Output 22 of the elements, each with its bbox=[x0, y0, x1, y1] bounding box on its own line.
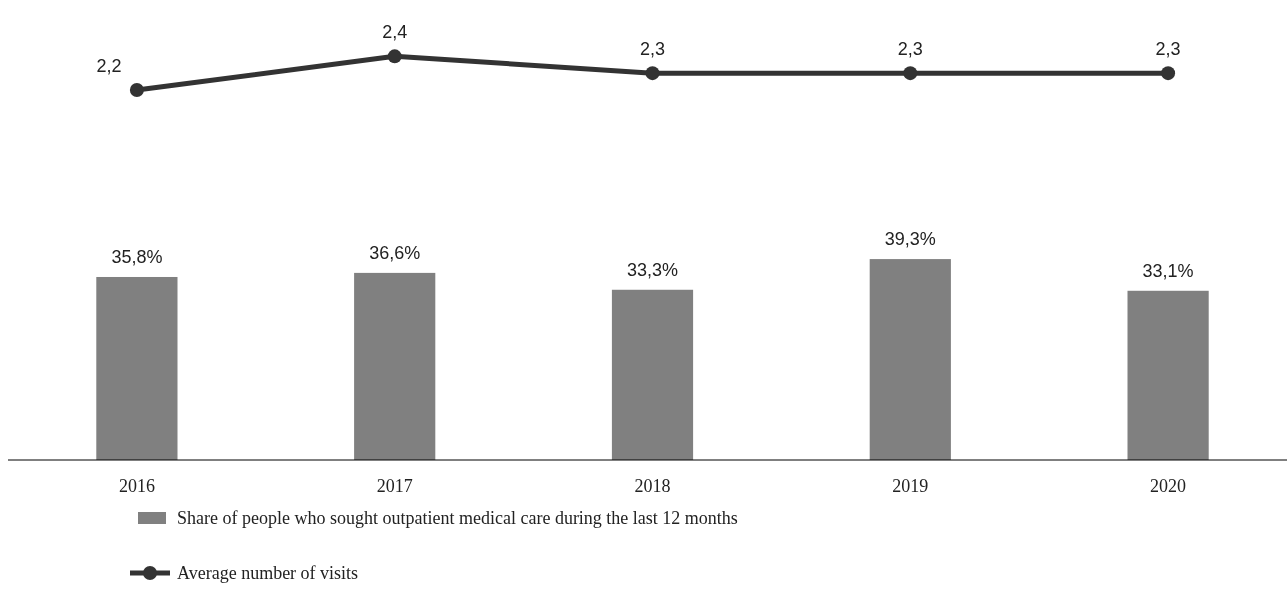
bar bbox=[869, 259, 951, 460]
data-label: 2,2 bbox=[96, 55, 122, 76]
data-label: 33,1% bbox=[1142, 260, 1194, 281]
x-tick-label: 2017 bbox=[376, 476, 413, 496]
data-label: 2,3 bbox=[1155, 39, 1181, 60]
legend-label: Share of people who sought outpatient medical care during the last 12 months bbox=[177, 508, 738, 528]
x-tick-label: 2019 bbox=[892, 476, 929, 496]
data-label: 2,4 bbox=[382, 22, 408, 43]
data-label: 35,8% bbox=[111, 246, 163, 267]
data-label: 36,6% bbox=[369, 242, 421, 263]
x-tick-label: 2018 bbox=[634, 476, 671, 496]
x-tick-label: 2020 bbox=[1150, 476, 1187, 496]
data-label: 2,3 bbox=[897, 39, 923, 60]
bar bbox=[354, 272, 436, 460]
legend-label: Average number of visits bbox=[177, 563, 359, 583]
x-tick-label: 2016 bbox=[118, 476, 155, 496]
data-label: 39,3% bbox=[884, 229, 936, 250]
bar bbox=[96, 276, 178, 460]
data-label: 33,3% bbox=[626, 259, 679, 280]
bar bbox=[611, 289, 694, 460]
data-label: 2,3 bbox=[639, 39, 666, 60]
bar bbox=[1127, 290, 1209, 460]
